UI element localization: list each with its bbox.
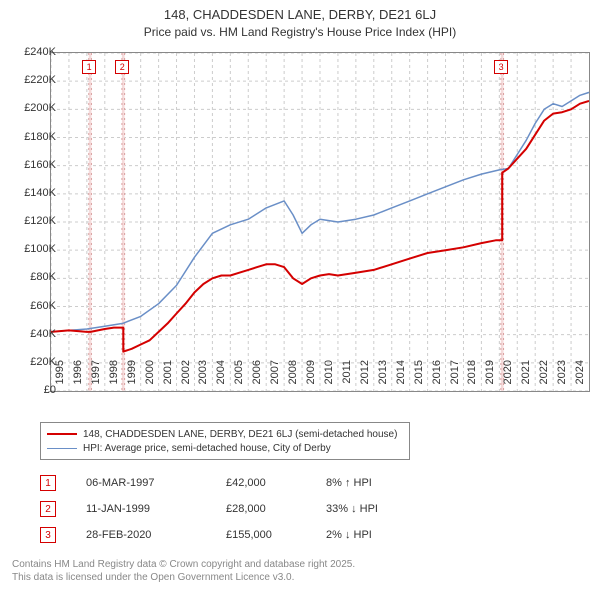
y-tick-label: £100K <box>10 243 56 255</box>
footer-attribution: Contains HM Land Registry data © Crown c… <box>12 558 355 584</box>
x-tick-label: 2000 <box>144 360 156 394</box>
x-tick-label: 2023 <box>556 360 568 394</box>
title-line-2: Price paid vs. HM Land Registry's House … <box>0 24 600 41</box>
y-tick-label: £160K <box>10 159 56 171</box>
event-marker-box: 1 <box>40 475 56 491</box>
x-tick-label: 2024 <box>574 360 586 394</box>
legend-label: HPI: Average price, semi-detached house,… <box>83 443 331 454</box>
footer-line-1: Contains HM Land Registry data © Crown c… <box>12 558 355 571</box>
x-tick-label: 2017 <box>449 360 461 394</box>
x-tick-label: 2001 <box>162 360 174 394</box>
event-row: 2 11-JAN-1999 £28,000 33% ↓ HPI <box>40 496 378 522</box>
y-tick-label: £220K <box>10 74 56 86</box>
event-hpi: 8% ↑ HPI <box>326 477 372 489</box>
x-tick-label: 2020 <box>502 360 514 394</box>
y-tick-label: £180K <box>10 131 56 143</box>
event-date: 06-MAR-1997 <box>86 477 226 489</box>
x-tick-label: 2007 <box>269 360 281 394</box>
x-tick-label: 2014 <box>395 360 407 394</box>
legend: 148, CHADDESDEN LANE, DERBY, DE21 6LJ (s… <box>40 422 410 460</box>
x-tick-label: 2003 <box>197 360 209 394</box>
x-tick-label: 2016 <box>431 360 443 394</box>
event-price: £28,000 <box>226 503 326 515</box>
legend-item: 148, CHADDESDEN LANE, DERBY, DE21 6LJ (s… <box>47 427 403 441</box>
x-tick-label: 2021 <box>520 360 532 394</box>
y-tick-label: £40K <box>10 328 56 340</box>
chart-svg <box>51 53 589 391</box>
legend-item: HPI: Average price, semi-detached house,… <box>47 441 403 455</box>
x-tick-label: 2013 <box>377 360 389 394</box>
x-tick-label: 2011 <box>341 360 353 394</box>
event-hpi: 33% ↓ HPI <box>326 503 378 515</box>
x-tick-label: 1998 <box>108 360 120 394</box>
legend-label: 148, CHADDESDEN LANE, DERBY, DE21 6LJ (s… <box>83 429 397 440</box>
footer-line-2: This data is licensed under the Open Gov… <box>12 571 355 584</box>
y-tick-label: £120K <box>10 215 56 227</box>
event-hpi: 2% ↓ HPI <box>326 529 372 541</box>
chart-title: 148, CHADDESDEN LANE, DERBY, DE21 6LJ Pr… <box>0 0 600 41</box>
x-tick-label: 1995 <box>54 360 66 394</box>
event-marker-box: 3 <box>40 527 56 543</box>
y-tick-label: £200K <box>10 102 56 114</box>
y-tick-label: £20K <box>10 356 56 368</box>
x-tick-label: 2015 <box>413 360 425 394</box>
event-marker-on-plot: 1 <box>82 60 96 74</box>
event-row: 1 06-MAR-1997 £42,000 8% ↑ HPI <box>40 470 378 496</box>
x-tick-label: 2008 <box>287 360 299 394</box>
x-tick-label: 2022 <box>538 360 550 394</box>
y-tick-label: £80K <box>10 271 56 283</box>
events-table: 1 06-MAR-1997 £42,000 8% ↑ HPI 2 11-JAN-… <box>40 470 378 548</box>
event-date: 11-JAN-1999 <box>86 503 226 515</box>
event-marker-on-plot: 3 <box>494 60 508 74</box>
event-marker-on-plot: 2 <box>115 60 129 74</box>
event-marker-box: 2 <box>40 501 56 517</box>
x-tick-label: 2006 <box>251 360 263 394</box>
x-tick-label: 2002 <box>180 360 192 394</box>
y-tick-label: £240K <box>10 46 56 58</box>
event-price: £155,000 <box>226 529 326 541</box>
event-date: 28-FEB-2020 <box>86 529 226 541</box>
y-tick-label: £60K <box>10 300 56 312</box>
x-tick-label: 2004 <box>215 360 227 394</box>
legend-swatch <box>47 448 77 449</box>
y-tick-label: £0 <box>10 384 56 396</box>
x-tick-label: 1997 <box>90 360 102 394</box>
y-tick-label: £140K <box>10 187 56 199</box>
chart-plot-area <box>50 52 590 392</box>
legend-swatch <box>47 433 77 435</box>
x-tick-label: 2005 <box>233 360 245 394</box>
x-tick-label: 2012 <box>359 360 371 394</box>
x-tick-label: 2019 <box>484 360 496 394</box>
x-tick-label: 2009 <box>305 360 317 394</box>
title-line-1: 148, CHADDESDEN LANE, DERBY, DE21 6LJ <box>0 6 600 24</box>
x-tick-label: 1999 <box>126 360 138 394</box>
x-tick-label: 1996 <box>72 360 84 394</box>
event-row: 3 28-FEB-2020 £155,000 2% ↓ HPI <box>40 522 378 548</box>
x-tick-label: 2010 <box>323 360 335 394</box>
event-price: £42,000 <box>226 477 326 489</box>
x-tick-label: 2018 <box>466 360 478 394</box>
